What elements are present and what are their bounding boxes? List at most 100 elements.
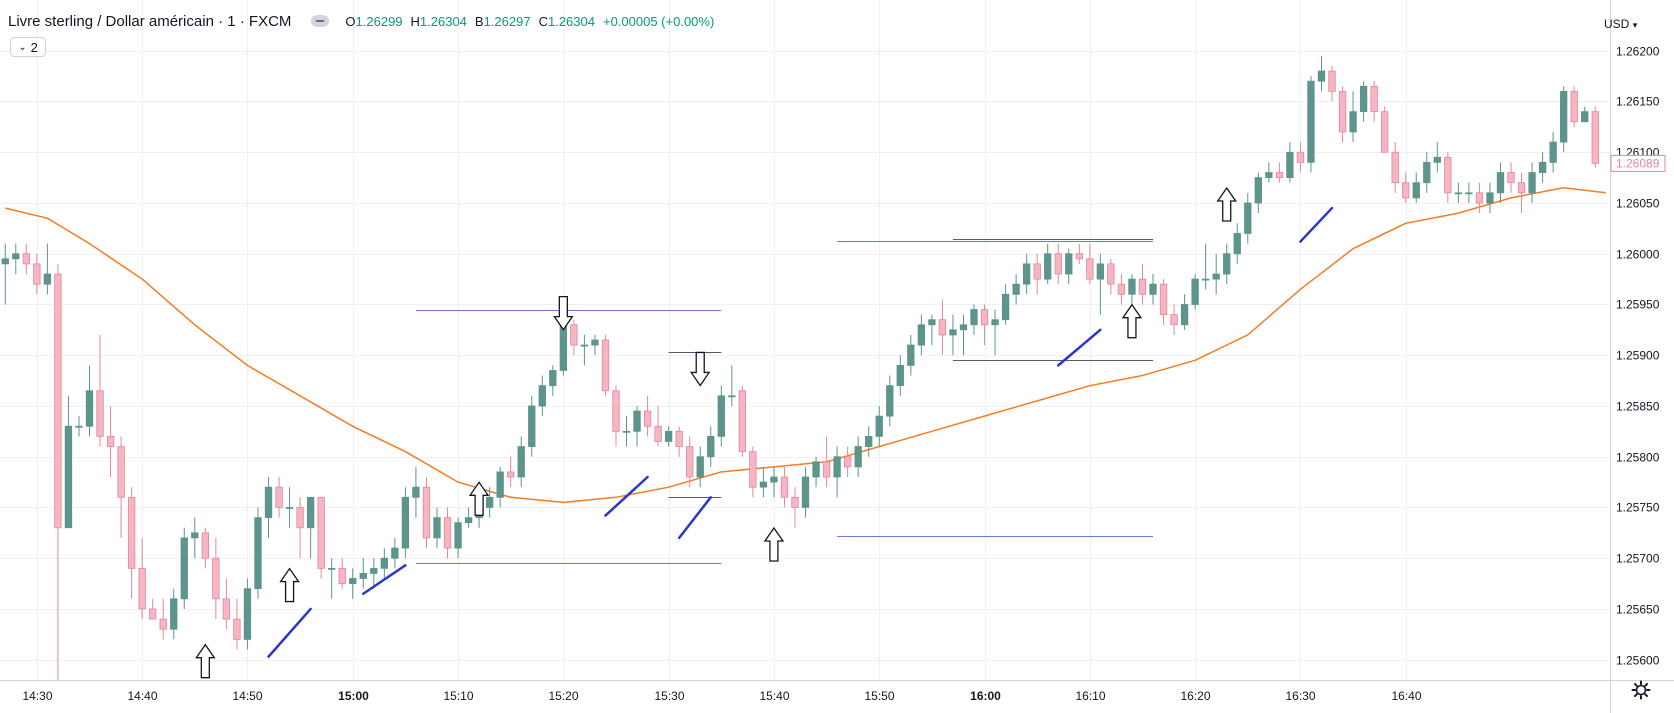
candle (1454, 182, 1463, 203)
time-axis[interactable]: 14:30 14:40 14:50 15:00 15:10 15:20 15:30 15:40… (22, 689, 1421, 703)
candle (612, 385, 620, 447)
candle (1538, 152, 1547, 183)
candle (1444, 152, 1452, 203)
candle (686, 436, 694, 488)
candle (1423, 152, 1431, 193)
candle (654, 405, 662, 447)
candle (1517, 172, 1526, 214)
price-tick-label: 1.26200 (1616, 45, 1660, 59)
candle-body (496, 471, 504, 498)
currency-selector[interactable]: USD ▾ (1604, 17, 1637, 31)
candle (1391, 142, 1399, 193)
candle (1475, 182, 1484, 214)
candle-body (54, 273, 62, 529)
candle-body (622, 430, 631, 433)
candle-body (264, 486, 273, 519)
ohlc-values: O1.26299 H1.26304 B1.26297 C1.26304 +0.0… (345, 14, 714, 29)
candle-body (1012, 283, 1020, 295)
indicators-toggle-button[interactable]: ⌄ 2 (10, 37, 46, 57)
symbol-title[interactable]: Livre sterling / Dollar américain · 1 · … (8, 12, 292, 30)
candle-body (917, 324, 926, 346)
trend-line (267, 607, 312, 658)
candle-body (1212, 273, 1220, 280)
gear-icon[interactable] (1631, 680, 1651, 700)
candle-body (170, 598, 178, 630)
candle-body (243, 588, 252, 640)
candle (1033, 253, 1041, 295)
candle-body (370, 567, 378, 574)
candle (1317, 55, 1326, 92)
candle-body (812, 461, 820, 478)
candle (191, 517, 199, 559)
candle-body (380, 557, 389, 569)
candle (896, 355, 904, 396)
candle (801, 466, 810, 518)
candle-body (949, 329, 957, 336)
candle-body (865, 436, 873, 447)
candle (1044, 243, 1052, 285)
trend-line (604, 475, 649, 517)
candle-body (780, 476, 789, 498)
candle (928, 314, 936, 346)
candle-body (1444, 156, 1452, 194)
candle (64, 395, 73, 529)
candle-body (1223, 253, 1231, 275)
time-tick-label: 15:10 (443, 689, 473, 703)
candle (1149, 274, 1157, 305)
candle-body (1191, 278, 1199, 305)
candle-body (738, 390, 747, 453)
candle-body (1086, 258, 1094, 280)
candle (1254, 172, 1262, 214)
candle (843, 446, 852, 478)
ohlc-close: C1.26304 (538, 13, 595, 29)
collapse-toggle-icon[interactable] (311, 15, 330, 27)
time-tick-label: 16:10 (1075, 689, 1105, 703)
candle (1496, 162, 1505, 203)
candle (1296, 142, 1305, 173)
candle-body (507, 471, 515, 478)
candle-body (717, 395, 725, 437)
candle-body (1528, 172, 1536, 194)
candle-body (254, 517, 262, 590)
candle-body (1402, 182, 1410, 199)
candle (1191, 274, 1199, 310)
candle-body (1581, 111, 1589, 123)
candle (159, 598, 167, 640)
candle-body (1549, 141, 1557, 163)
candle (812, 456, 820, 488)
candle (854, 436, 862, 478)
candle-body (559, 324, 568, 371)
trend-line (362, 564, 407, 595)
candle-body (149, 608, 157, 620)
candle (570, 319, 578, 356)
candle (349, 568, 357, 599)
candle-body (1107, 263, 1115, 285)
candle-body (1359, 85, 1368, 113)
candle (875, 405, 883, 447)
time-tick-label: 14:40 (127, 689, 157, 703)
candle (1170, 304, 1178, 335)
candle (1265, 162, 1273, 183)
candle-body (938, 319, 947, 336)
candle-body (401, 496, 410, 549)
candle (106, 405, 115, 478)
candle-body (707, 436, 715, 458)
candle-body (728, 395, 736, 398)
candle-body (180, 537, 188, 600)
candle-body (1454, 192, 1463, 195)
price-axis[interactable]: 1.262001.261501.261001.260501.260001.259… (1616, 45, 1660, 668)
candle-body (1265, 172, 1273, 179)
candle-body (1517, 182, 1526, 194)
candle (1159, 279, 1168, 325)
candle (749, 446, 757, 498)
candle (528, 395, 536, 457)
candle (1180, 294, 1189, 330)
candle-body (328, 567, 336, 570)
candle-body (464, 517, 473, 524)
candle-body (1, 258, 9, 265)
candle-body (222, 598, 231, 620)
arrow-up-icon (195, 643, 216, 679)
candle (517, 436, 525, 488)
candle (865, 426, 873, 457)
